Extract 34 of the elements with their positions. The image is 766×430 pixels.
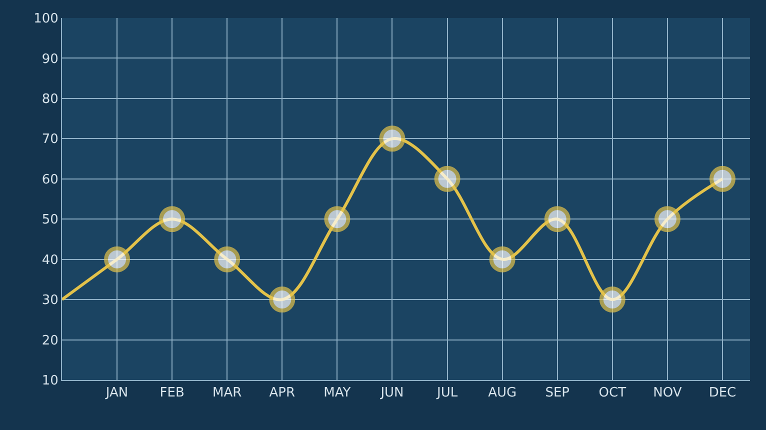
point	[434, 166, 460, 192]
y-tick-label: 90	[42, 52, 58, 67]
y-tick-label: 80	[42, 92, 58, 107]
x-tick-label: OCT	[598, 386, 626, 401]
point	[599, 286, 626, 313]
x-tick-label: DEC	[708, 386, 736, 401]
point	[544, 206, 570, 232]
y-tick-label: 70	[42, 132, 58, 148]
point	[269, 286, 296, 313]
x-tick-label: MAY	[324, 386, 351, 401]
y-tick-label: 100	[34, 12, 58, 27]
point	[159, 206, 186, 232]
point	[709, 166, 736, 192]
y-tick-label: 60	[42, 172, 58, 188]
y-tick-label: 40	[42, 252, 58, 268]
y-tick-label: 10	[42, 374, 58, 389]
point	[654, 206, 680, 232]
x-tick-label: APR	[269, 386, 296, 401]
x-tick-label: MAR	[212, 386, 242, 401]
x-tick-label: FEB	[160, 386, 184, 401]
x-tick-label: JUN	[380, 386, 404, 401]
x-tick-label: SEP	[545, 386, 570, 401]
point	[379, 126, 406, 152]
point	[489, 246, 516, 272]
x-tick-label: NOV	[653, 386, 682, 401]
x-tick-label: JUL	[436, 386, 458, 401]
point	[104, 246, 130, 272]
y-tick-label: 50	[42, 212, 58, 228]
y-tick-label: 30	[42, 293, 58, 308]
x-tick-label: AUG	[488, 386, 517, 401]
point	[324, 206, 350, 232]
y-tick-label: 20	[42, 333, 58, 348]
point	[214, 246, 240, 272]
x-tick-label: JAN	[104, 386, 128, 401]
